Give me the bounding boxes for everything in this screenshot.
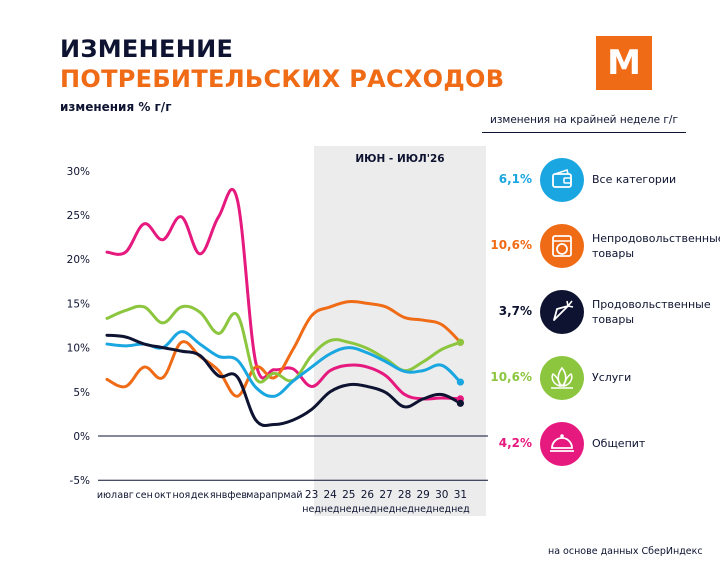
- legend-header: изменения на крайней неделе г/г: [482, 114, 686, 133]
- x-tick-label: май: [283, 490, 302, 501]
- logo-letter: М: [607, 43, 641, 83]
- y-tick-label: 15%: [67, 298, 90, 310]
- weekly-shaded-region: [314, 146, 486, 516]
- y-tick-label: 10%: [67, 343, 90, 355]
- title-line-2: ПОТРЕБИТЕЛЬСКИХ РАСХОДОВ: [60, 65, 505, 93]
- washing-machine-icon: [540, 224, 584, 268]
- x-tick-label: янв: [210, 490, 228, 501]
- title-line-1: ИЗМЕНЕНИЕ: [60, 35, 234, 63]
- x-tick-sublabel: нед: [432, 504, 451, 515]
- series-end-point: [456, 378, 464, 386]
- legend-label: Продовольственные товары: [592, 298, 711, 326]
- x-tick-label: 30: [435, 489, 448, 501]
- x-tick-label: 26: [361, 489, 375, 501]
- x-tick-sublabel: нед: [358, 504, 377, 515]
- legend-label: Непродовольственные товары: [592, 232, 720, 260]
- y-tick-label: 30%: [67, 166, 90, 178]
- x-tick-label: ноя: [173, 490, 191, 501]
- legend-value: 6,1%: [498, 172, 532, 186]
- x-tick-sublabel: нед: [302, 504, 321, 515]
- y-tick-label: 25%: [67, 210, 90, 222]
- x-tick-label: 25: [342, 489, 355, 501]
- x-tick-sublabel: нед: [339, 504, 358, 515]
- x-tick-label: дек: [191, 490, 209, 501]
- legend-item: 4,2% Общепит: [480, 422, 720, 468]
- shaded-region-label: ИЮН - ИЮЛ'26: [355, 153, 444, 165]
- source-note: на основе данных СберИндекс: [548, 546, 703, 557]
- x-tick-label: 29: [417, 489, 430, 501]
- legend-item: 10,6% Непродовольственные товары: [480, 224, 720, 270]
- x-tick-sublabel: нед: [395, 504, 414, 515]
- x-tick-label: сен: [136, 490, 153, 501]
- page-title: ИЗМЕНЕНИЕ ПОТРЕБИТЕЛЬСКИХ РАСХОДОВ: [60, 34, 504, 94]
- chart-subtitle: изменения % г/г: [60, 100, 172, 114]
- x-tick-label: 24: [324, 489, 338, 501]
- series-end-point: [456, 338, 464, 346]
- series-line: [105, 333, 462, 428]
- x-tick-label: июл: [97, 490, 117, 501]
- brand-logo: М: [596, 36, 652, 90]
- x-tick-label: 31: [454, 489, 467, 501]
- y-tick-label: 0%: [73, 431, 90, 443]
- legend-label: Все категории: [592, 173, 677, 186]
- legend-item: 3,7% Продовольственные товары: [480, 290, 720, 336]
- legend-item: 6,1% Все категории: [480, 158, 720, 204]
- legend-value: 10,6%: [490, 370, 532, 384]
- legend-label: Услуги: [592, 371, 632, 384]
- x-tick-sublabel: нед: [321, 504, 340, 515]
- legend-value: 3,7%: [498, 304, 532, 318]
- y-tick-label: 20%: [67, 254, 90, 266]
- x-tick-label: 27: [379, 489, 392, 501]
- series-line: [105, 188, 462, 401]
- x-tick-label: 23: [305, 489, 318, 501]
- y-tick-label: -5%: [70, 475, 90, 487]
- x-tick-label: мар: [246, 490, 265, 501]
- series-end-point: [456, 399, 464, 407]
- legend-label: Общепит: [592, 437, 646, 450]
- legend-item: 10,6% Услуги: [480, 356, 720, 402]
- x-tick-sublabel: нед: [451, 504, 470, 515]
- x-tick-label: окт: [154, 490, 172, 501]
- cloche-icon: [540, 422, 584, 466]
- x-tick-label: фев: [227, 490, 247, 501]
- series-line: [105, 299, 462, 398]
- x-tick-label: 28: [398, 489, 411, 501]
- lotus-icon: [540, 356, 584, 400]
- legend-value: 10,6%: [490, 238, 532, 252]
- x-tick-sublabel: нед: [377, 504, 396, 515]
- x-tick-label: апр: [265, 490, 283, 501]
- x-tick-sublabel: нед: [414, 504, 433, 515]
- carrot-icon: [540, 290, 584, 334]
- y-tick-label: 5%: [73, 387, 90, 399]
- x-tick-label: авг: [117, 490, 133, 501]
- legend-value: 4,2%: [498, 436, 532, 450]
- wallet-icon: [540, 158, 584, 202]
